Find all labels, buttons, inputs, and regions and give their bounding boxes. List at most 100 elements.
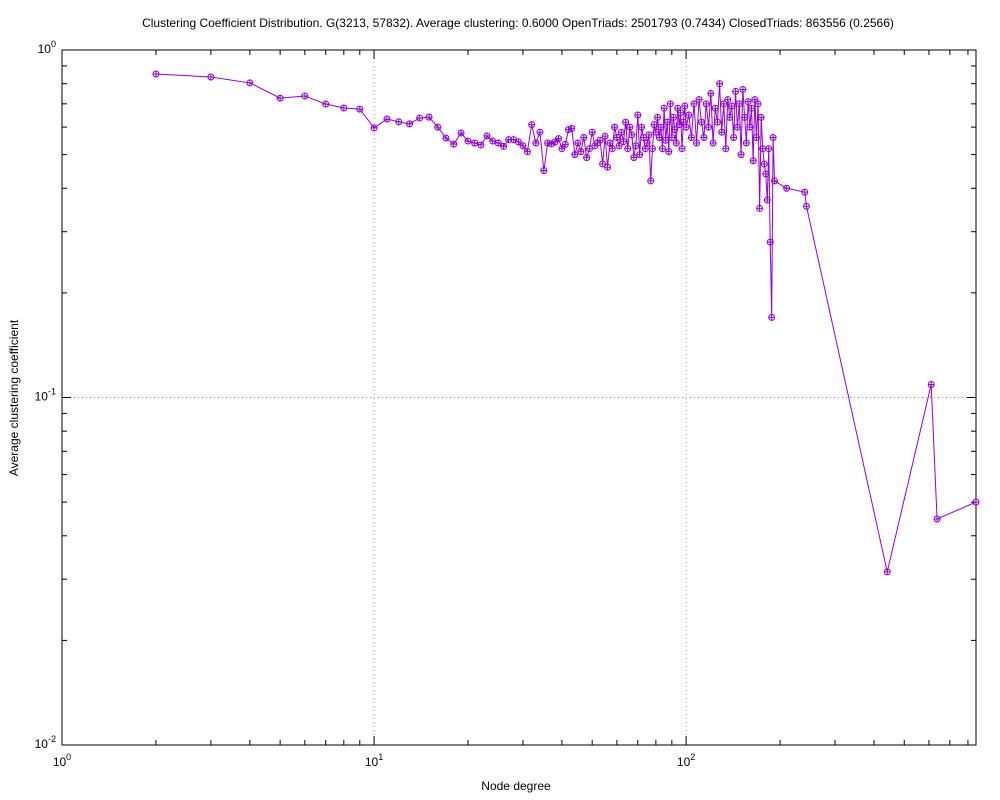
data-point	[540, 167, 548, 175]
data-point	[643, 139, 651, 147]
data-point	[726, 113, 734, 121]
data-point	[457, 129, 465, 137]
data-point	[741, 113, 749, 121]
data-point	[707, 89, 715, 97]
data-point	[648, 145, 656, 153]
data-point	[207, 73, 215, 81]
data-point	[657, 123, 665, 131]
data-point	[702, 100, 710, 108]
data-point	[246, 79, 254, 87]
data-point	[718, 128, 726, 136]
data-point	[768, 313, 776, 321]
data-point	[933, 515, 941, 523]
data-point	[628, 131, 636, 139]
data-point	[650, 121, 658, 129]
data-point	[752, 134, 760, 142]
data-point	[588, 128, 596, 136]
data-point	[693, 139, 701, 147]
data-point	[639, 134, 647, 142]
data-point	[551, 138, 559, 146]
data-point	[434, 123, 442, 131]
data-point	[671, 126, 679, 134]
data-point	[722, 145, 730, 153]
data-point	[705, 123, 713, 131]
chart-title: Clustering Coefficient Distribution. G(3…	[142, 16, 894, 30]
data-point	[716, 80, 724, 88]
data-point	[754, 100, 762, 108]
data-point	[571, 151, 579, 159]
data-point	[477, 141, 485, 149]
data-point	[678, 145, 686, 153]
data-point	[450, 140, 458, 148]
series-line	[155, 73, 977, 572]
data-point	[668, 134, 676, 142]
data-point	[681, 102, 689, 110]
data-point	[620, 138, 628, 146]
data-point	[519, 142, 527, 150]
data-point	[771, 177, 779, 185]
data-point	[749, 157, 757, 165]
data-point	[652, 128, 660, 136]
data-point	[746, 123, 754, 131]
data-point	[695, 96, 703, 104]
data-point	[395, 118, 403, 126]
data-point	[669, 113, 677, 121]
data-point	[568, 124, 576, 132]
data-point	[604, 163, 612, 171]
data-point	[340, 104, 348, 112]
data-point	[662, 136, 670, 144]
data-point	[613, 134, 621, 142]
data-point	[630, 154, 638, 162]
data-point	[720, 100, 728, 108]
data-point	[383, 115, 391, 123]
data-point	[927, 380, 935, 388]
data-point	[276, 94, 284, 102]
data-point	[301, 92, 309, 100]
data-point	[972, 498, 980, 506]
data-point	[762, 170, 770, 178]
data-point	[658, 145, 666, 153]
data-point	[638, 123, 646, 131]
data-point	[416, 114, 424, 122]
data-point	[599, 160, 607, 168]
data-point	[555, 135, 563, 143]
data-point	[687, 134, 695, 142]
data-point	[739, 85, 747, 93]
data-point	[756, 204, 764, 212]
data-point	[751, 96, 759, 104]
data-point	[606, 139, 614, 147]
data-point	[615, 142, 623, 150]
data-point	[356, 105, 364, 113]
data-point	[624, 145, 632, 153]
data-point	[617, 128, 625, 136]
data-point	[406, 120, 414, 128]
data-point	[700, 134, 708, 142]
tick-label: 100	[38, 39, 56, 56]
tick-label: 100	[53, 752, 71, 769]
data-point	[577, 148, 585, 156]
data-point	[611, 123, 619, 131]
data-point	[713, 118, 721, 126]
data-point	[666, 100, 674, 108]
data-point	[464, 137, 472, 145]
data-point	[574, 139, 582, 147]
data-point	[742, 139, 750, 147]
data-point	[802, 202, 810, 210]
data-point	[665, 148, 673, 156]
data-point	[763, 196, 771, 204]
data-point	[601, 132, 609, 140]
data-point	[528, 121, 536, 129]
data-point	[558, 145, 566, 153]
data-point	[636, 151, 644, 159]
data-point	[728, 102, 736, 110]
data-point	[757, 113, 765, 121]
y-axis-label: Average clustering coefficient	[7, 319, 21, 476]
data-point	[883, 568, 891, 576]
data-point	[711, 104, 719, 112]
data-point	[523, 148, 531, 156]
data-point	[748, 104, 756, 112]
data-point	[471, 139, 479, 147]
data-point	[585, 145, 593, 153]
data-point	[654, 113, 662, 121]
